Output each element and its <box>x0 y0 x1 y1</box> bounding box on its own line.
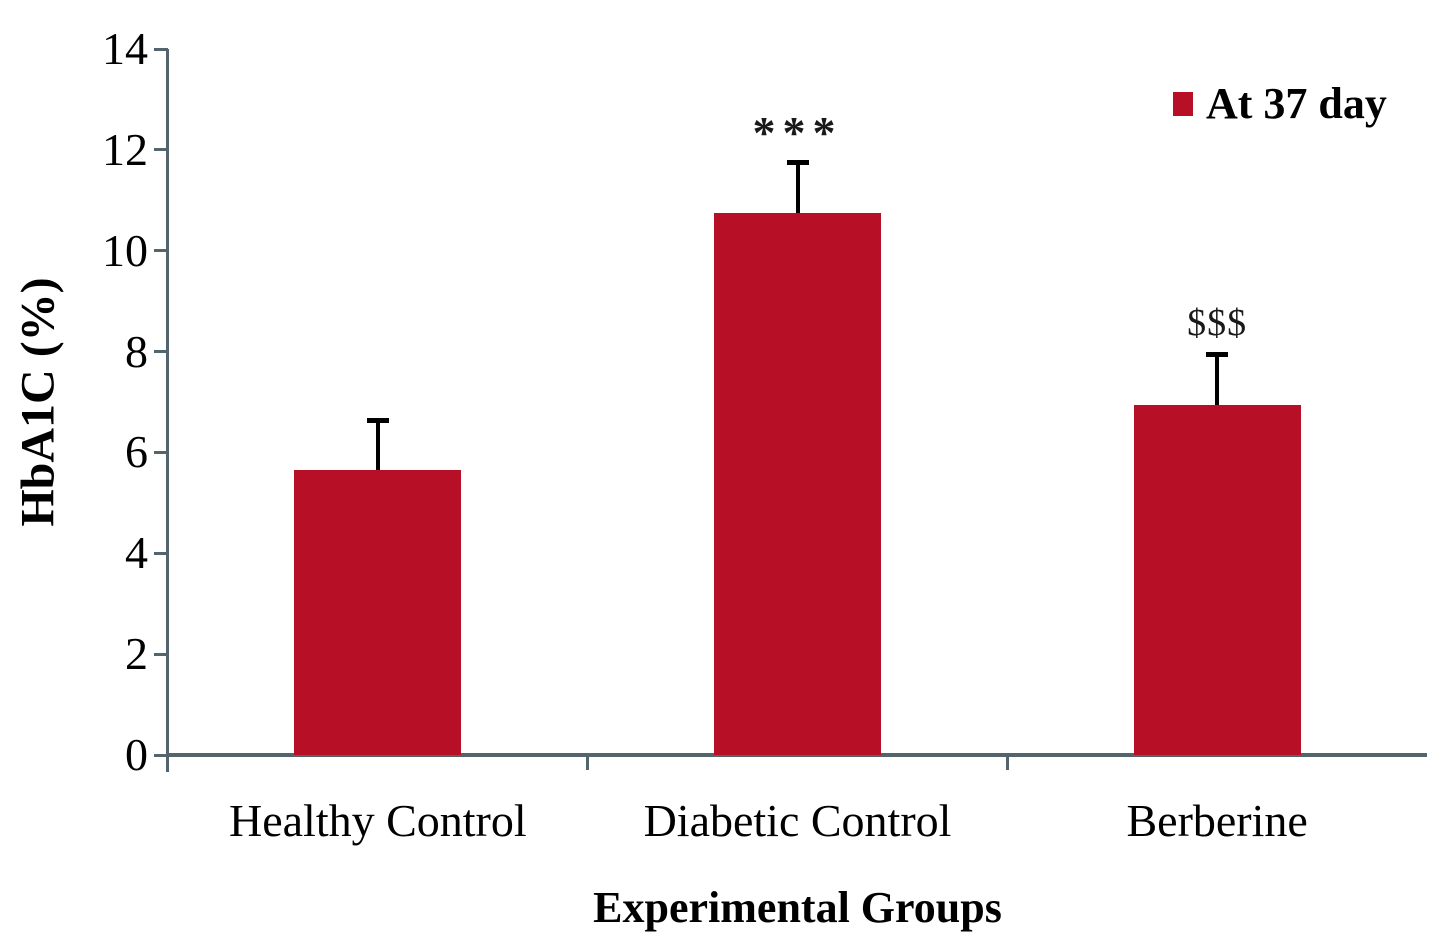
y-tick-label: 8 <box>125 325 148 377</box>
x-axis-title: Experimental Groups <box>593 883 1002 932</box>
error-bar-stem <box>375 419 380 471</box>
y-tick-label: 14 <box>102 23 148 74</box>
y-tick <box>154 450 168 454</box>
bar-diabetic-control <box>714 212 881 755</box>
y-tick <box>154 148 168 152</box>
error-bar-stem <box>795 162 800 213</box>
y-tick-label: 4 <box>125 527 148 579</box>
error-bar-cap <box>786 160 809 166</box>
error-bar-cap <box>366 417 389 423</box>
x-axis-line <box>166 753 1427 757</box>
x-category-label: Berberine <box>1126 795 1308 846</box>
y-tick <box>154 551 168 555</box>
legend-swatch-icon <box>1173 92 1193 116</box>
y-tick <box>154 249 168 253</box>
significance-annotation: $$$ <box>1187 302 1248 345</box>
x-tick <box>586 757 590 770</box>
y-tick <box>154 753 168 757</box>
bar-berberine <box>1133 404 1301 755</box>
y-tick <box>154 47 168 51</box>
y-tick-label: 10 <box>102 224 148 276</box>
significance-annotation: *** <box>752 107 843 159</box>
y-tick-label: 2 <box>125 628 148 680</box>
y-tick-label: 12 <box>102 123 148 175</box>
x-tick <box>1005 757 1009 770</box>
legend-label: At 37 day <box>1206 79 1387 128</box>
y-axis-line <box>166 49 169 772</box>
y-tick <box>154 652 168 656</box>
bar-healthy-control <box>294 470 462 755</box>
x-category-label: Diabetic Control <box>643 795 952 846</box>
x-category-label: Healthy Control <box>228 795 527 846</box>
y-tick <box>154 350 168 354</box>
y-tick-label: 0 <box>125 729 148 780</box>
error-bar-stem <box>1215 354 1220 405</box>
error-bar-cap <box>1206 352 1229 358</box>
y-tick-label: 6 <box>125 426 148 478</box>
legend: At 37 day <box>1173 82 1387 126</box>
